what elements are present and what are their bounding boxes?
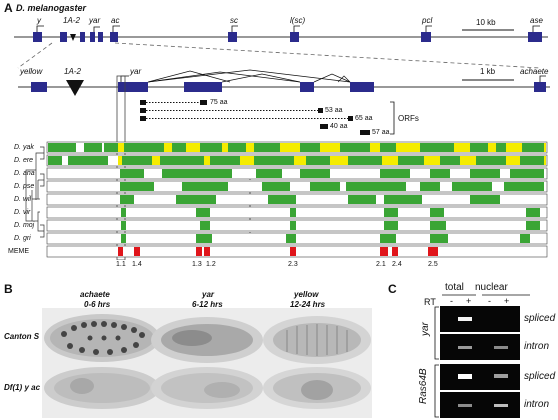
zoom-label-achaete: achaete: [520, 67, 549, 76]
band-label: spliced: [524, 371, 556, 382]
meme-motif-label: 2.1: [376, 261, 386, 268]
header-underlines: [442, 294, 530, 296]
gene-label-ase: ase: [530, 16, 543, 25]
gene-label-ras64b-gel: Ras64B: [418, 368, 429, 404]
orf-label-4: 40 aa: [330, 123, 348, 130]
column-gene-achaete: achaete: [80, 290, 110, 299]
lane-label: +: [466, 296, 472, 306]
species-title: D. melanogaster: [16, 3, 87, 13]
orf-label-3: 65 aa: [355, 115, 373, 122]
gene-label-pcl: pcl: [422, 16, 433, 25]
header-total: total: [445, 282, 464, 293]
gene-label-ac: ac: [111, 16, 120, 25]
column-time-achaete: 0-6 hrs: [84, 300, 111, 309]
band-label: spliced: [524, 313, 556, 324]
column-time-yar: 6-12 hrs: [192, 300, 223, 309]
lane-label: +: [504, 296, 510, 306]
species-row-label: D. vir: [14, 209, 31, 216]
zoom-label-yellow: yellow: [20, 67, 43, 76]
species-row-label: MEME: [8, 248, 29, 255]
meme-motif-label: 1.4: [132, 261, 142, 268]
header-nuclear: nuclear: [475, 282, 508, 293]
gene-label-yar: yar: [89, 16, 101, 25]
species-row-label: D. moj: [14, 222, 35, 229]
gel-images: [440, 306, 520, 418]
zoom-scale-label: 1 kb: [480, 67, 496, 76]
species-row-label: D. ana: [14, 170, 35, 177]
row-label-canton-s: Canton S: [4, 332, 40, 341]
gene-label-lsc: l(sc): [290, 16, 306, 25]
column-time-yellow: 12-24 hrs: [290, 300, 326, 309]
top-scale-label: 10 kb: [476, 18, 496, 27]
gene-label-sc: sc: [230, 16, 238, 25]
species-row-label: D. gri: [14, 235, 31, 242]
gene-label-yar-gel: yar: [420, 322, 431, 336]
column-gene-yar: yar: [202, 290, 215, 299]
orf-lines: [140, 100, 370, 135]
panel-a-label: A: [4, 1, 13, 15]
band-label: intron: [524, 341, 550, 352]
zoom-label-yar: yar: [130, 67, 142, 76]
gel-brackets: [434, 306, 439, 418]
rt-label: RT: [424, 297, 436, 307]
species-row-label: D. yak: [14, 144, 34, 151]
embryo-images: [42, 308, 372, 418]
row-label-df: Df(1) y ac: [4, 383, 41, 392]
meme-motif-label: 2.4: [392, 261, 402, 268]
meme-motif-label: 1.2: [206, 261, 216, 268]
gene-map: [14, 25, 550, 260]
column-gene-yellow: yellow: [294, 290, 319, 299]
band-label: intron: [524, 399, 550, 410]
lane-label: -: [450, 296, 453, 306]
orf-label-5: 57 aa: [372, 129, 390, 136]
lane-label: -: [488, 296, 491, 306]
gene-label-y: y: [37, 16, 41, 25]
meme-motif-label: 2.3: [288, 261, 298, 268]
species-row-label: D. ere: [14, 157, 34, 164]
species-row-label: D. wil: [14, 196, 32, 203]
meme-motif-label: 2.5: [428, 261, 438, 268]
gene-label-1a2: 1A-2: [63, 16, 80, 25]
meme-motif-label: 1.3: [192, 261, 202, 268]
orfs-label: ORFs: [398, 114, 419, 123]
panel-b-label: B: [4, 282, 13, 296]
species-row-label: D. pse: [14, 183, 35, 190]
orf-label-1: 75 aa: [210, 99, 228, 106]
panel-c-label: C: [388, 282, 397, 296]
conservation-rows: [46, 141, 548, 258]
orf-label-2: 53 aa: [325, 107, 343, 114]
zoom-label-1a2: 1A-2: [64, 67, 81, 76]
meme-motif-label: 1.1: [116, 261, 126, 268]
